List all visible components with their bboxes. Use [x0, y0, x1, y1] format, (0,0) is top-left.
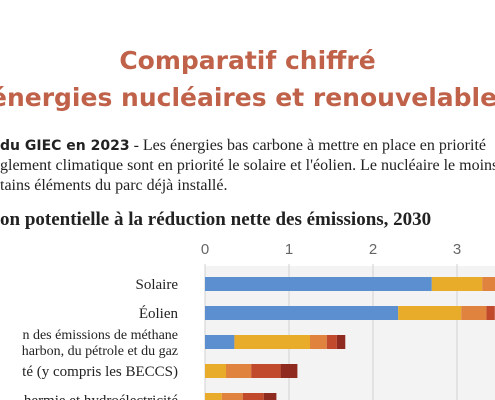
x-tick-label: 3 — [453, 241, 461, 258]
bar-segment — [205, 277, 432, 291]
x-tick-label: 1 — [285, 241, 293, 258]
bar-segment — [398, 306, 462, 320]
x-tick-label: 0 — [201, 241, 209, 258]
bar-segment — [251, 364, 281, 378]
x-tick-label: 2 — [369, 241, 377, 258]
category-label: harbon, du pétrole et du gaz — [22, 344, 178, 359]
bar-segment — [205, 393, 222, 400]
chart-subtitle: on potentielle à la réduction nette des … — [0, 209, 432, 230]
intro-line2: glement climatique sont en priorité le s… — [0, 157, 495, 174]
page-title-line2: énergies nucléaires et renouvelables — [0, 83, 495, 112]
bar-segment — [310, 335, 327, 349]
bar-segment — [431, 277, 483, 291]
bar-segment — [486, 306, 495, 320]
intro-line3: tains éléments du parc déjà installé. — [0, 177, 228, 194]
bar-segment — [280, 364, 298, 378]
bar-segment — [263, 393, 277, 400]
page-title: Comparatif chiffré — [119, 46, 376, 75]
bar-segment — [234, 335, 310, 349]
category-label: n des émissions de méthane — [22, 328, 178, 343]
bar-segment — [242, 393, 264, 400]
bar-segment — [326, 335, 337, 349]
bar-segment — [205, 335, 235, 349]
bar-segment — [336, 335, 346, 349]
intro-text: du GIEC en 2023 - Les énergies bas carbo… — [0, 136, 495, 196]
bar-segment — [221, 393, 243, 400]
category-label: Éolien — [139, 305, 179, 322]
bar-segment — [205, 364, 226, 378]
category-label: Solaire — [136, 277, 179, 293]
bar-segment — [205, 306, 399, 320]
bar-segment — [226, 364, 252, 378]
bar-segment — [482, 277, 495, 291]
category-label: té (y compris les BECCS) — [22, 364, 178, 380]
intro-line1: - Les énergies bas carbone à mettre en p… — [129, 137, 486, 154]
stacked-bar-chart: 0 1 2 3 Solaire Éolien n des émissions de méth… — [22, 241, 495, 400]
bar-segment — [461, 306, 487, 320]
intro-lead: du GIEC en 2023 — [0, 138, 130, 154]
category-label: hermie et hydroélectricité — [24, 393, 178, 400]
